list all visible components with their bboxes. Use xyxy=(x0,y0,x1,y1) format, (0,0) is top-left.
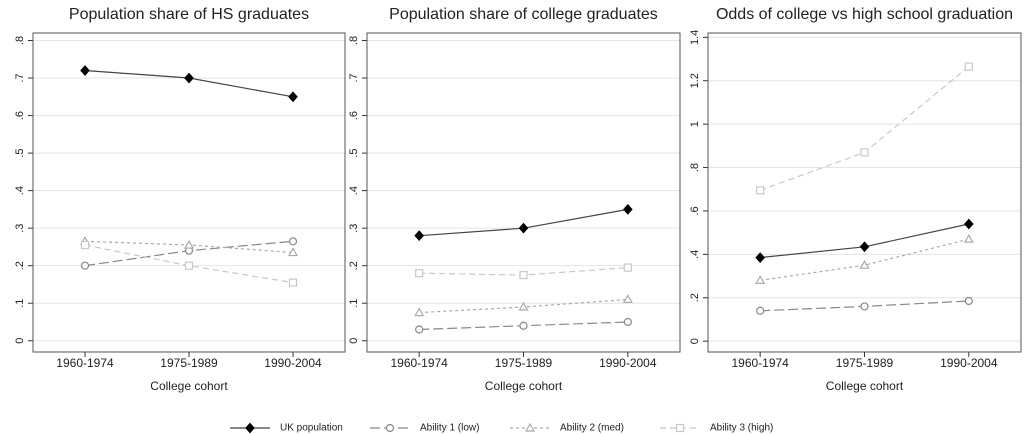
x-tick-label: 1960-1974 xyxy=(731,356,789,370)
marker xyxy=(288,278,298,287)
x-tick-label: 1975-1989 xyxy=(495,356,553,370)
marker xyxy=(80,65,90,76)
marker xyxy=(184,72,194,84)
marker xyxy=(622,294,633,304)
x-axis-label: College cohort xyxy=(485,379,563,393)
y-tick-label: .1 xyxy=(348,299,360,308)
x-tick-label: 1990-2004 xyxy=(264,356,322,370)
x-tick-label: 1990-2004 xyxy=(599,356,657,370)
y-tick-label: 1.2 xyxy=(689,73,701,88)
marker xyxy=(518,301,529,311)
marker xyxy=(414,230,424,242)
marker xyxy=(385,423,395,433)
marker xyxy=(524,422,536,432)
marker xyxy=(184,261,194,270)
chart-title: Population share of college graduates xyxy=(389,6,658,23)
marker xyxy=(860,302,869,311)
marker xyxy=(518,222,529,234)
legend-label: UK population xyxy=(280,423,343,434)
y-tick-label: 0 xyxy=(14,338,26,344)
legend-label: Ability 2 (med) xyxy=(560,423,624,434)
x-axis-label: College cohort xyxy=(826,379,904,393)
marker xyxy=(288,237,298,246)
y-tick-label: .7 xyxy=(348,73,360,82)
y-tick-label: .5 xyxy=(348,149,360,158)
marker xyxy=(860,148,869,157)
marker xyxy=(80,240,90,250)
y-tick-label: .6 xyxy=(14,111,26,120)
marker xyxy=(675,423,685,433)
panel: Odds of college vs high school graduatio… xyxy=(689,6,1022,393)
legend-label: Ability 1 (low) xyxy=(420,423,479,434)
x-tick-label: 1990-2004 xyxy=(940,356,998,370)
marker xyxy=(80,261,90,270)
marker xyxy=(183,239,195,249)
y-tick-label: .6 xyxy=(689,206,701,215)
y-tick-label: .2 xyxy=(348,261,360,270)
y-tick-label: .4 xyxy=(689,250,701,259)
marker xyxy=(623,263,632,272)
series-line xyxy=(759,66,970,191)
y-tick-label: 0 xyxy=(348,338,360,344)
marker xyxy=(287,247,299,257)
marker xyxy=(964,62,973,71)
marker xyxy=(519,270,528,280)
x-tick-label: 1975-1989 xyxy=(836,356,894,370)
marker xyxy=(245,422,255,434)
marker xyxy=(623,317,632,327)
y-tick-label: .7 xyxy=(14,73,26,82)
marker xyxy=(859,241,870,253)
x-tick-label: 1960-1974 xyxy=(390,356,448,370)
panel: Population share of college graduates 0 .1… xyxy=(348,6,681,393)
marker xyxy=(964,218,974,230)
y-tick-label: .4 xyxy=(14,186,26,195)
y-tick-label: 1 xyxy=(689,121,701,127)
marker xyxy=(859,259,870,269)
y-tick-label: .5 xyxy=(14,149,26,158)
y-tick-label: .8 xyxy=(689,163,701,172)
legend-label: Ability 3 (high) xyxy=(710,423,773,434)
y-tick-label: .4 xyxy=(348,186,360,195)
panel: Population share of HS graduates 0 .1 .2 .3.… xyxy=(14,6,346,393)
marker xyxy=(519,321,528,330)
marker xyxy=(964,296,973,306)
marker xyxy=(288,91,298,103)
y-tick-label: .6 xyxy=(348,111,360,120)
series-line xyxy=(760,223,969,259)
chart-title: Odds of college vs high school graduatio… xyxy=(716,6,1013,23)
y-tick-label: .2 xyxy=(689,293,701,302)
y-tick-label: .8 xyxy=(348,36,360,45)
marker xyxy=(963,233,974,243)
x-axis-label: College cohort xyxy=(150,379,228,393)
marker xyxy=(756,186,765,195)
series-line xyxy=(84,244,294,284)
y-tick-label: .8 xyxy=(14,36,26,45)
marker xyxy=(755,275,766,284)
y-tick-label: .3 xyxy=(348,224,360,233)
marker xyxy=(414,307,425,317)
marker xyxy=(415,325,424,334)
legend: UK population Ability 1 (low) Ability 2 (m… xyxy=(230,422,773,434)
y-tick-label: .1 xyxy=(14,299,26,308)
x-tick-label: 1960-1974 xyxy=(56,356,114,370)
x-tick-label: 1975-1989 xyxy=(160,356,218,370)
marker xyxy=(756,306,765,315)
marker xyxy=(623,203,633,215)
y-tick-label: .2 xyxy=(14,261,26,270)
marker xyxy=(755,252,765,264)
y-tick-label: 0 xyxy=(689,338,701,344)
marker xyxy=(415,269,424,278)
y-tick-label: .3 xyxy=(14,224,26,233)
y-tick-label: 1.4 xyxy=(689,30,701,45)
chart-title: Population share of HS graduates xyxy=(69,6,309,23)
